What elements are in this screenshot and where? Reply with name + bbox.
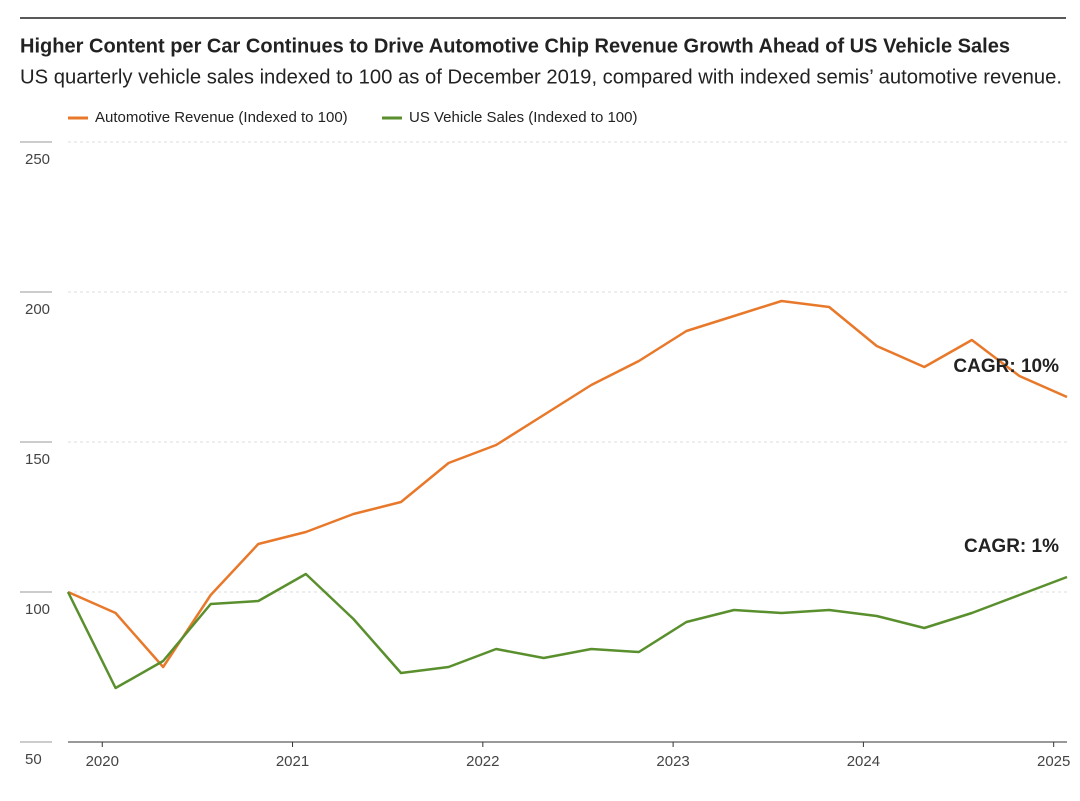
legend-label: US Vehicle Sales (Indexed to 100) xyxy=(409,109,637,126)
x-tick-label: 2024 xyxy=(847,753,880,770)
x-tick-label: 2020 xyxy=(86,753,119,770)
x-tick-label: 2023 xyxy=(656,753,689,770)
y-tick-label: 200 xyxy=(25,301,50,318)
series-line xyxy=(66,572,1068,690)
chart-subtitle: US quarterly vehicle sales indexed to 10… xyxy=(20,66,1062,88)
x-tick-label: 2022 xyxy=(466,753,499,770)
y-tick-label: 250 xyxy=(25,151,50,168)
series-line xyxy=(67,299,1068,669)
y-tick-label: 100 xyxy=(25,601,50,618)
chart-title: Higher Content per Car Continues to Driv… xyxy=(20,35,1010,57)
annotation: CAGR: 1% xyxy=(964,536,1059,557)
legend-label: Automotive Revenue (Indexed to 100) xyxy=(95,109,348,126)
y-tick-label: 150 xyxy=(25,451,50,468)
y-tick-label: 50 xyxy=(25,751,42,768)
annotation: CAGR: 10% xyxy=(953,356,1059,377)
x-tick-label: 2025 xyxy=(1037,753,1070,770)
x-tick-label: 2021 xyxy=(276,753,309,770)
